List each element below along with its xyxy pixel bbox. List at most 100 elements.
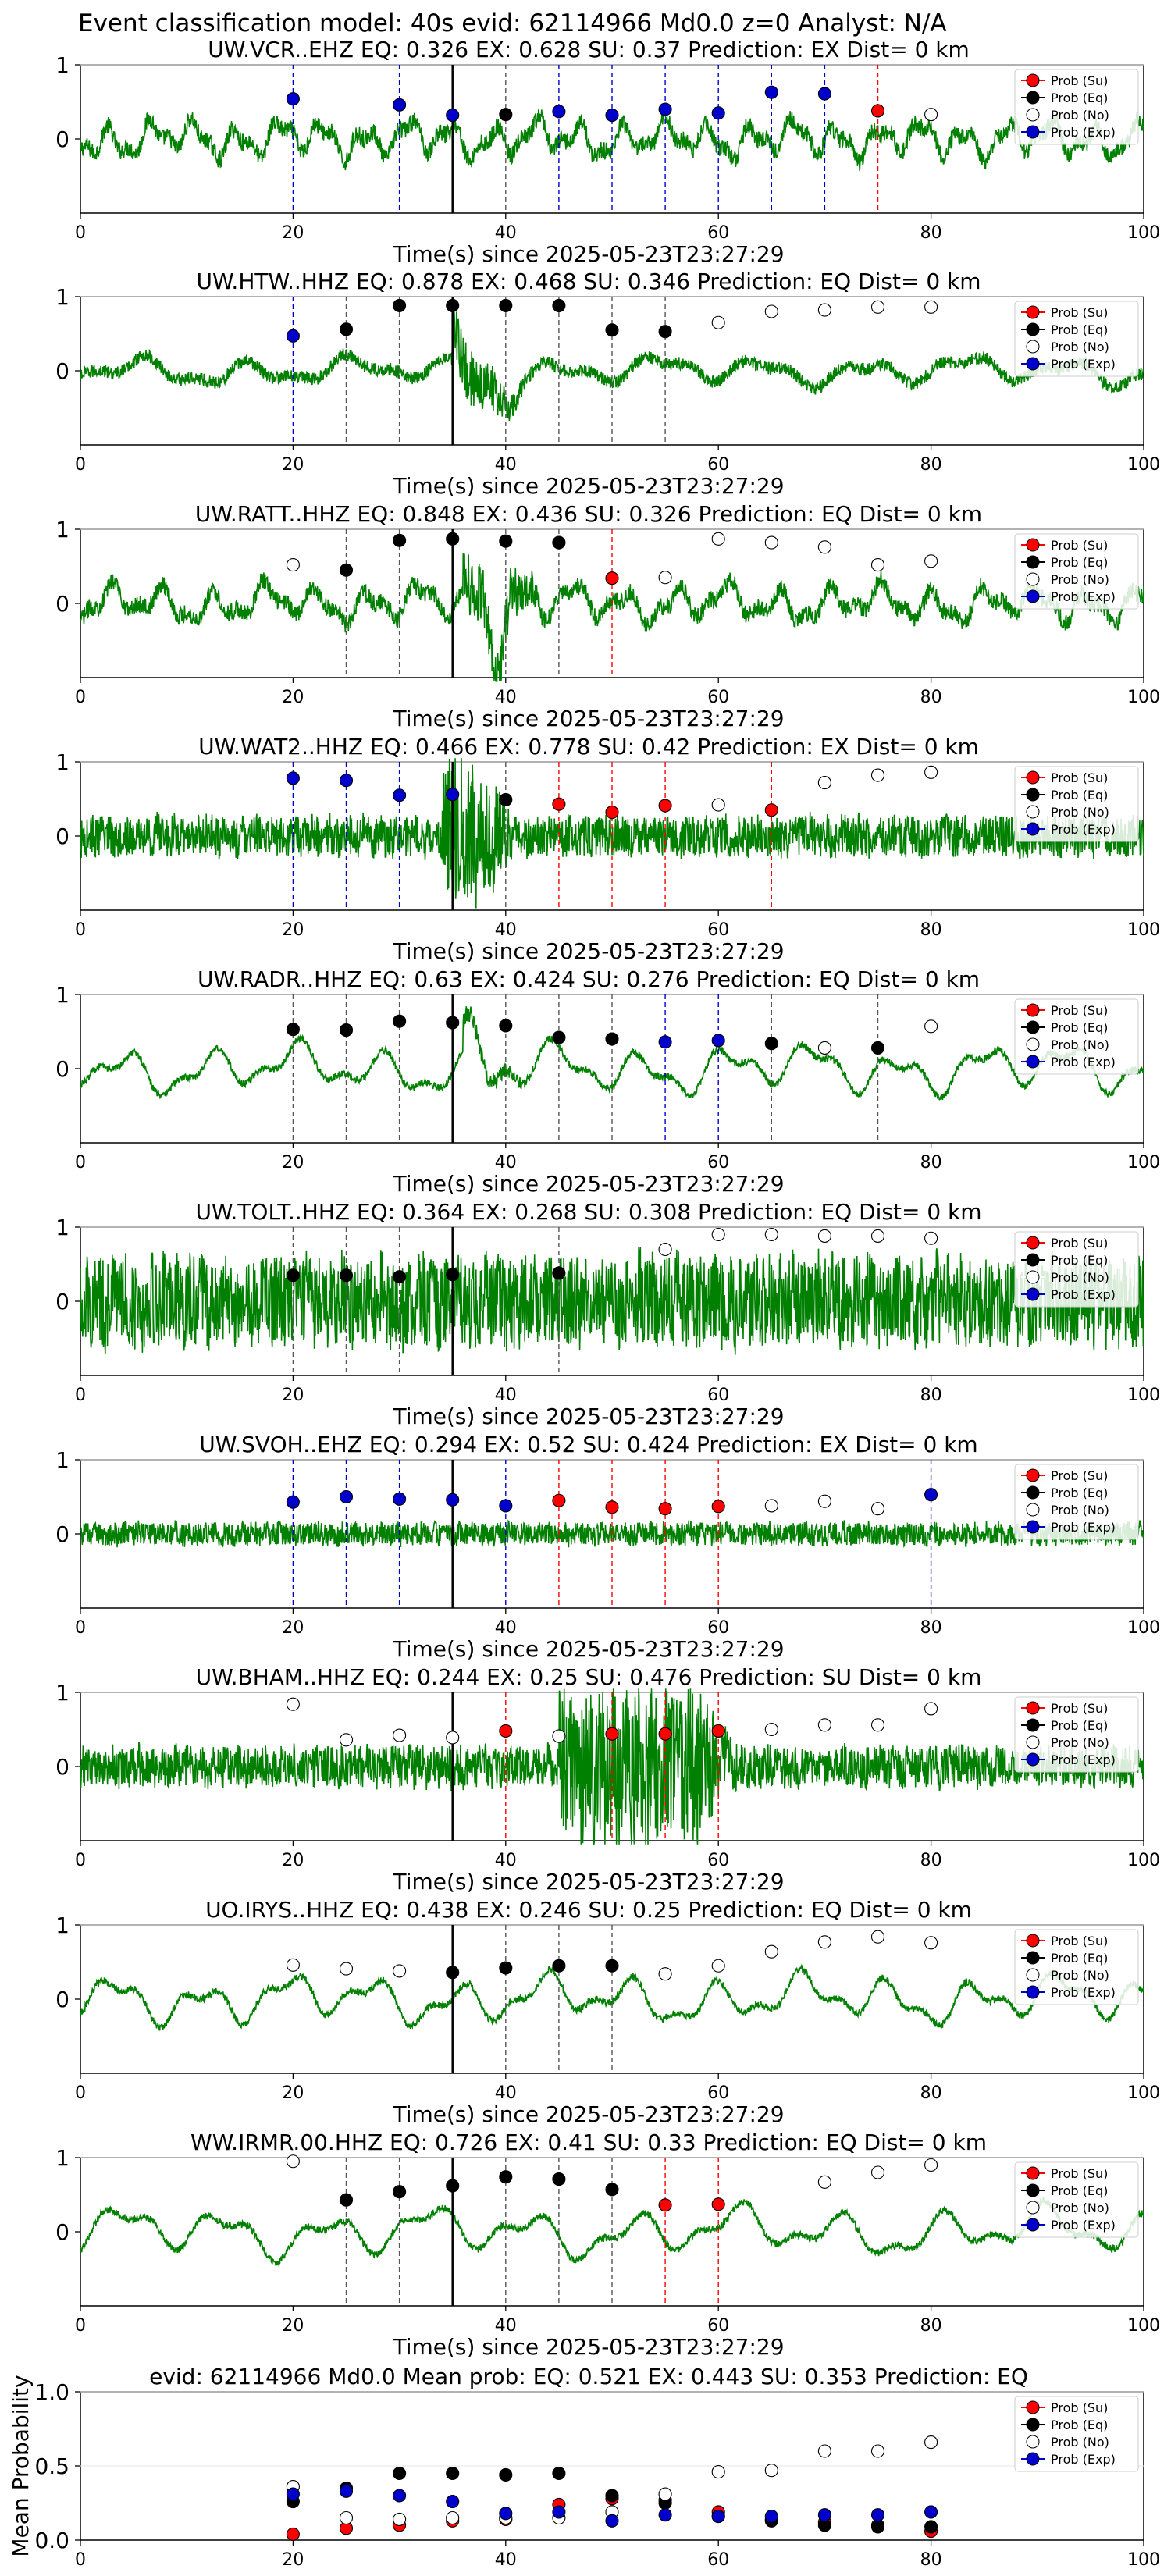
legend-marker bbox=[1026, 1520, 1040, 1534]
waveform-trace bbox=[80, 758, 1144, 909]
legend-marker bbox=[1026, 1951, 1040, 1965]
prob-marker-exp bbox=[711, 106, 725, 120]
legend-label: Prob (No) bbox=[1051, 572, 1109, 587]
prob-marker-su bbox=[552, 797, 566, 811]
prob-marker-su bbox=[870, 104, 885, 118]
x-tick-label: 100 bbox=[1127, 920, 1160, 940]
panel-title: UW.WAT2..HHZ EQ: 0.466 EX: 0.778 SU: 0.4… bbox=[198, 734, 979, 760]
legend-marker bbox=[1026, 1236, 1040, 1250]
x-tick-label: 80 bbox=[920, 1618, 942, 1638]
legend-label: Prob (No) bbox=[1051, 805, 1109, 820]
x-tick-label: 40 bbox=[495, 920, 517, 940]
mean-marker-no bbox=[658, 2487, 672, 2501]
y-tick-label: 0.5 bbox=[34, 2453, 69, 2479]
prob-marker-exp bbox=[817, 87, 831, 101]
prob-marker-eq bbox=[552, 1959, 566, 1973]
prob-marker-exp bbox=[286, 329, 300, 343]
prob-marker-no bbox=[658, 1242, 672, 1257]
panel-6: 0 20 40 60 80 100 UW.TOLT..HHZ EQ: 0.364 EX: 0… bbox=[55, 1199, 1160, 1429]
prob-marker-no bbox=[817, 540, 831, 554]
legend-marker bbox=[1026, 538, 1040, 552]
mean-marker-exp bbox=[552, 2505, 566, 2519]
x-axis-label: Time(s) since 2025-05-23T23:27:29 bbox=[392, 1171, 784, 1197]
legend-box bbox=[1014, 301, 1139, 377]
prob-marker-no bbox=[870, 1502, 885, 1516]
prob-marker-no bbox=[817, 1229, 831, 1243]
prob-marker-exp bbox=[286, 92, 300, 106]
panel-9: 0 20 40 60 80 100 UO.IRYS..HHZ EQ: 0.438 EX: 0… bbox=[55, 1897, 1160, 2127]
prob-marker-eq bbox=[339, 563, 354, 577]
prob-marker-eq bbox=[446, 2179, 460, 2193]
waveform-trace bbox=[80, 1519, 1144, 1549]
legend-marker bbox=[1026, 357, 1040, 371]
legend-box bbox=[1014, 1231, 1139, 1308]
legend-marker bbox=[1026, 2400, 1040, 2414]
legend-marker bbox=[1026, 1055, 1040, 1069]
mean-marker-exp bbox=[870, 2508, 885, 2522]
y-tick-label: 1 bbox=[55, 517, 69, 543]
legend-box bbox=[1014, 2396, 1139, 2472]
x-tick-label: 20 bbox=[282, 920, 304, 940]
legend-label: Prob (Exp) bbox=[1051, 1985, 1116, 2000]
prob-marker-eq bbox=[499, 298, 513, 312]
panel-title: UW.RATT..HHZ EQ: 0.848 EX: 0.436 SU: 0.3… bbox=[195, 501, 982, 527]
legend-marker bbox=[1026, 340, 1040, 354]
x-tick-label: 0 bbox=[75, 2316, 86, 2336]
prob-marker-no bbox=[393, 1728, 407, 1742]
legend-label: Prob (No) bbox=[1051, 1968, 1109, 1983]
prob-marker-exp bbox=[658, 102, 672, 116]
prob-marker-no bbox=[870, 1718, 885, 1732]
legend-marker bbox=[1026, 555, 1040, 569]
x-tick-label: 0 bbox=[75, 1153, 86, 1172]
prob-marker-eq bbox=[446, 298, 460, 312]
x-tick-label: 20 bbox=[282, 223, 304, 243]
legend-box bbox=[1014, 1929, 1139, 2005]
y-tick-label: 0 bbox=[55, 358, 69, 384]
legend-label: Prob (Su) bbox=[1051, 770, 1108, 785]
legend-label: Prob (Su) bbox=[1051, 1236, 1108, 1251]
prob-marker-no bbox=[817, 776, 831, 790]
legend-label: Prob (Su) bbox=[1051, 2166, 1108, 2181]
prob-marker-exp bbox=[711, 1034, 725, 1048]
x-tick-label: 20 bbox=[282, 2083, 304, 2103]
waveform-trace bbox=[80, 552, 1144, 682]
legend-label: Prob (Exp) bbox=[1051, 2218, 1116, 2233]
panel-3: 0 20 40 60 80 100 UW.RATT..HHZ EQ: 0.848 EX: 0… bbox=[55, 501, 1160, 731]
prob-marker-eq bbox=[499, 1961, 513, 1975]
legend-label: Prob (Exp) bbox=[1051, 2452, 1116, 2467]
prob-marker-eq bbox=[339, 1023, 354, 1037]
mean-marker-no bbox=[446, 2510, 460, 2525]
prob-marker-no bbox=[286, 1958, 300, 1972]
legend-label: Prob (Exp) bbox=[1051, 357, 1116, 372]
y-tick-label: 0 bbox=[55, 1056, 69, 1082]
x-tick-label: 80 bbox=[920, 455, 942, 475]
figure-suptitle: Event classification model: 40s evid: 62… bbox=[78, 9, 947, 37]
mean-marker-eq bbox=[552, 2466, 566, 2481]
legend-marker bbox=[1026, 1270, 1040, 1284]
legend-label: Prob (Exp) bbox=[1051, 1752, 1116, 1767]
legend-marker bbox=[1026, 770, 1040, 785]
x-tick-label: 20 bbox=[282, 1153, 304, 1172]
legend-marker bbox=[1026, 1020, 1040, 1034]
mean-marker-exp bbox=[339, 2484, 354, 2498]
y-tick-label: 1 bbox=[55, 982, 69, 1008]
x-tick-label: 60 bbox=[707, 1851, 729, 1870]
legend-label: Prob (Su) bbox=[1051, 1003, 1108, 1018]
legend-label: Prob (No) bbox=[1051, 1037, 1109, 1052]
legend-marker bbox=[1026, 1037, 1040, 1051]
prob-marker-no bbox=[817, 1041, 831, 1055]
mean-marker-no bbox=[339, 2510, 354, 2525]
prob-marker-no bbox=[924, 2158, 938, 2172]
prob-marker-no bbox=[339, 1962, 354, 1976]
legend-marker bbox=[1026, 1968, 1040, 1982]
legend-label: Prob (Eq) bbox=[1051, 1020, 1108, 1035]
prob-marker-exp bbox=[393, 98, 407, 112]
prob-marker-exp bbox=[393, 1492, 407, 1506]
panel-title: UW.SVOH..EHZ EQ: 0.294 EX: 0.52 SU: 0.42… bbox=[199, 1432, 977, 1457]
legend-label: Prob (Eq) bbox=[1051, 1951, 1108, 1966]
y-tick-label: 1 bbox=[55, 749, 69, 775]
legend-label: Prob (Eq) bbox=[1051, 1485, 1108, 1500]
mean-marker-no bbox=[711, 2465, 725, 2479]
legend-label: Prob (Su) bbox=[1051, 73, 1108, 88]
legend-box bbox=[1014, 2161, 1139, 2238]
